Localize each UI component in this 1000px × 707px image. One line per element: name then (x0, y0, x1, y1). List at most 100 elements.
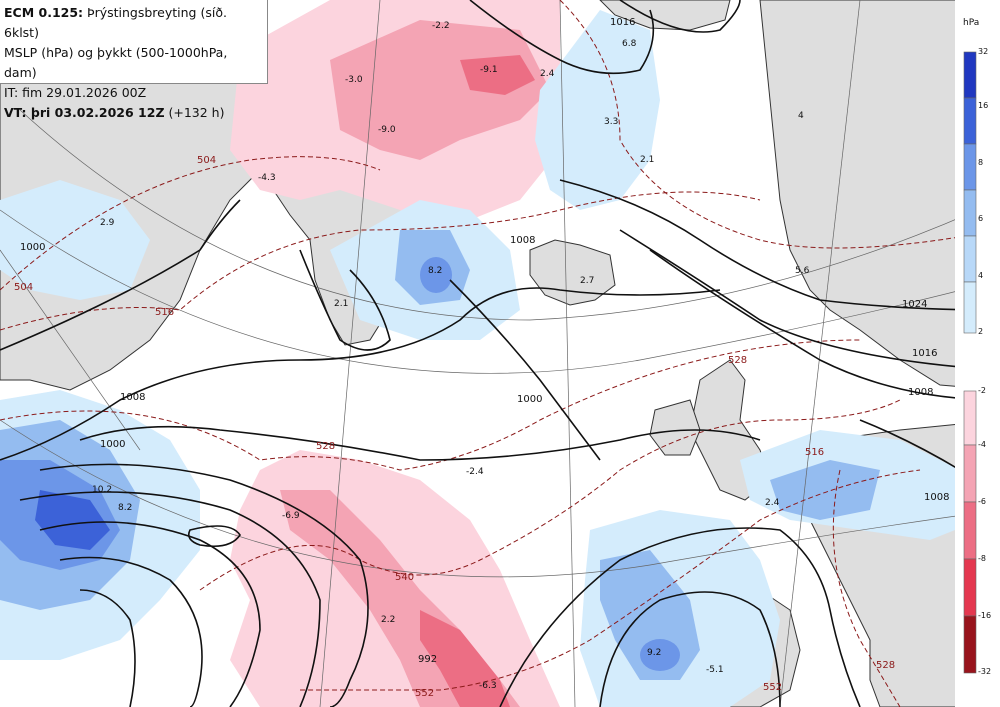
tendency-label: -6.3 (479, 681, 497, 691)
tendency-label: 3.3 (604, 117, 618, 127)
legend-swatch-m8 (963, 558, 977, 617)
legend-tick: -8 (978, 554, 986, 563)
tendency-label: 2.4 (765, 498, 780, 508)
tendency-label: 10.2 (92, 485, 112, 495)
model-name: ECM 0.125: (4, 5, 84, 20)
legend-tick: 2 (978, 327, 984, 336)
thickness-label: 540 (395, 572, 414, 583)
tendency-label: 2.4 (540, 69, 555, 79)
thickness-label: 528 (316, 441, 335, 452)
ireland (649, 399, 701, 456)
tendency-label: 4 (798, 111, 804, 121)
thickness-label: 528 (876, 660, 895, 671)
thickness-label: 552 (763, 682, 782, 693)
isobar-label: 1008 (924, 492, 949, 503)
fall-area-greenland-mid (330, 20, 550, 160)
legend-swatch-4 (963, 235, 977, 283)
tendency-label: 6.8 (622, 39, 637, 49)
title-line-3: IT: fim 29.01.2026 00Z (4, 85, 147, 100)
legend-fall (963, 390, 977, 674)
product-name: Þrýstingsbreyting (síð. 6klst) (4, 5, 227, 40)
tendency-label: -4.3 (258, 173, 276, 183)
legend-tick: -2 (978, 386, 986, 395)
tendency-label: 2.1 (640, 155, 654, 165)
tendency-label: 9.2 (647, 648, 661, 658)
pressure-rise-areas (0, 10, 980, 707)
fall-area-greenland-core (460, 55, 535, 95)
legend-tick: 4 (978, 271, 984, 280)
pressure-fall-areas (147, 0, 737, 707)
title-line-2: MSLP (hPa) og þykkt (500-1000hPa, dam) (4, 45, 228, 80)
isobar-label: 1000 (517, 394, 542, 405)
legend-rise (963, 51, 977, 334)
tendency-label: 2.9 (100, 218, 115, 228)
rise-area-denmark-strait-core (420, 257, 452, 293)
legend-swatch-m4 (963, 444, 977, 503)
scandinavia (759, 0, 1000, 391)
thickness-label: 504 (14, 282, 33, 293)
isobar-labels: 1000 1008 1008 1000 1024 1016 1008 992 1… (20, 17, 949, 665)
title-line-4: VT: þri 03.02.2026 12Z (+132 h) (4, 103, 263, 123)
thickness-labels: 504 504 516 528 540 552 528 516 528 552 (14, 155, 895, 699)
tendency-label: -3.0 (345, 75, 363, 85)
tendency-label: -9.1 (480, 65, 498, 75)
legend-swatch-32 (963, 51, 977, 99)
legend-tick: -4 (978, 440, 986, 449)
rise-area-north-sea-2 (770, 460, 880, 520)
legend-swatch-16 (963, 97, 977, 145)
legend-unit: hPa (963, 18, 980, 28)
isobar-label: 1008 (120, 392, 145, 403)
legend-tick: -16 (978, 611, 992, 620)
tendency-label: 8.2 (428, 266, 442, 276)
lead-time: (+132 h) (164, 105, 225, 120)
thickness-label: 552 (415, 688, 434, 699)
tendency-label: -2.2 (432, 21, 450, 31)
isobar-label: 1016 (610, 17, 635, 28)
thickness-label: 528 (728, 355, 747, 366)
legend-tick: 6 (978, 214, 984, 223)
tendency-label: -5.1 (706, 665, 724, 675)
legend-tick: -32 (978, 667, 992, 676)
tendency-label: 8.2 (118, 503, 132, 513)
legend-swatch-2 (963, 281, 977, 334)
rise-area-biscay-core (640, 639, 680, 671)
isobar-label: 1000 (100, 439, 125, 450)
thickness-label: 516 (155, 307, 174, 318)
legend-tick: 8 (978, 158, 984, 167)
tendency-labels: -3.0 -2.2 -9.1 2.4 6.8 3.3 2.1 -9.0 -4.3… (92, 21, 810, 691)
legend-swatch-8 (963, 143, 977, 191)
legend-swatch-m2 (963, 390, 977, 446)
legend-swatch-6 (963, 189, 977, 237)
isobar-label: 1024 (902, 299, 927, 310)
title-line-1: ECM 0.125: Þrýstingsbreyting (síð. 6klst… (4, 3, 263, 43)
isobar-label: 1008 (908, 387, 933, 398)
thickness-label: 504 (197, 155, 216, 166)
fall-area-atlantic-core (420, 610, 510, 707)
tendency-label: 2.2 (381, 615, 395, 625)
legend-swatch-m16 (963, 615, 977, 674)
tendency-label: -6.9 (282, 511, 300, 521)
tendency-label: -2.4 (466, 467, 484, 477)
rise-area-newfoundland-core (35, 490, 110, 550)
legend-swatch-m6 (963, 501, 977, 560)
legend-tick: 16 (978, 101, 989, 110)
isobar-label: 992 (418, 654, 437, 665)
tendency-label: 2.1 (334, 299, 348, 309)
valid-time: VT: þri 03.02.2026 12Z (4, 105, 165, 120)
map-title-box: ECM 0.125: Þrýstingsbreyting (síð. 6klst… (0, 0, 268, 120)
legend-tick: 32 (978, 47, 989, 56)
rise-area-norwegian-sea (535, 10, 660, 210)
tendency-label: -9.0 (378, 125, 396, 135)
isobar-label: 1000 (20, 242, 45, 253)
tendency-label: 2.7 (580, 276, 594, 286)
tendency-label: 5.6 (795, 266, 810, 276)
isobar-label: 1008 (510, 235, 535, 246)
rise-area-labrador (0, 180, 150, 300)
legend-tick: -6 (978, 497, 986, 506)
isobar-label: 1016 (912, 348, 937, 359)
thickness-label: 516 (805, 447, 824, 458)
